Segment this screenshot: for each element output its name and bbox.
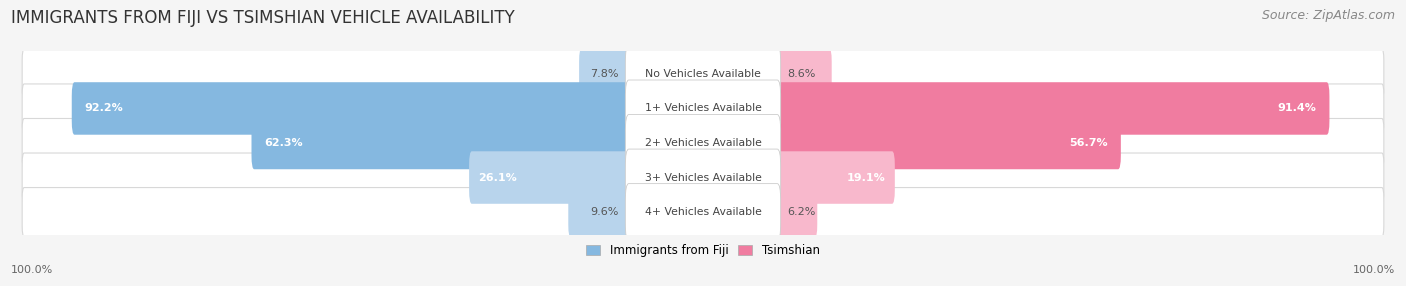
- FancyBboxPatch shape: [626, 114, 780, 172]
- Text: 1+ Vehicles Available: 1+ Vehicles Available: [644, 104, 762, 114]
- FancyBboxPatch shape: [568, 186, 631, 238]
- FancyBboxPatch shape: [775, 186, 817, 238]
- FancyBboxPatch shape: [22, 153, 1384, 202]
- FancyBboxPatch shape: [22, 188, 1384, 237]
- FancyBboxPatch shape: [252, 117, 631, 169]
- FancyBboxPatch shape: [626, 80, 780, 137]
- FancyBboxPatch shape: [470, 151, 631, 204]
- FancyBboxPatch shape: [22, 84, 1384, 133]
- FancyBboxPatch shape: [626, 45, 780, 102]
- FancyBboxPatch shape: [22, 118, 1384, 168]
- Text: 92.2%: 92.2%: [84, 104, 124, 114]
- FancyBboxPatch shape: [775, 82, 1330, 135]
- Text: Source: ZipAtlas.com: Source: ZipAtlas.com: [1261, 9, 1395, 21]
- Text: No Vehicles Available: No Vehicles Available: [645, 69, 761, 79]
- Text: 19.1%: 19.1%: [846, 172, 886, 182]
- Legend: Immigrants from Fiji, Tsimshian: Immigrants from Fiji, Tsimshian: [582, 239, 824, 262]
- Text: 56.7%: 56.7%: [1070, 138, 1108, 148]
- Text: 7.8%: 7.8%: [591, 69, 619, 79]
- FancyBboxPatch shape: [626, 149, 780, 206]
- Text: 3+ Vehicles Available: 3+ Vehicles Available: [644, 172, 762, 182]
- Text: 26.1%: 26.1%: [478, 172, 517, 182]
- Text: 62.3%: 62.3%: [264, 138, 302, 148]
- Text: 100.0%: 100.0%: [1353, 265, 1395, 275]
- Text: 100.0%: 100.0%: [11, 265, 53, 275]
- Text: 9.6%: 9.6%: [591, 207, 619, 217]
- Text: IMMIGRANTS FROM FIJI VS TSIMSHIAN VEHICLE AVAILABILITY: IMMIGRANTS FROM FIJI VS TSIMSHIAN VEHICL…: [11, 9, 515, 27]
- FancyBboxPatch shape: [579, 48, 631, 100]
- Text: 6.2%: 6.2%: [787, 207, 815, 217]
- Text: 2+ Vehicles Available: 2+ Vehicles Available: [644, 138, 762, 148]
- FancyBboxPatch shape: [22, 49, 1384, 98]
- Text: 91.4%: 91.4%: [1278, 104, 1316, 114]
- FancyBboxPatch shape: [775, 151, 894, 204]
- FancyBboxPatch shape: [775, 117, 1121, 169]
- FancyBboxPatch shape: [775, 48, 832, 100]
- Text: 8.6%: 8.6%: [787, 69, 815, 79]
- FancyBboxPatch shape: [72, 82, 631, 135]
- Text: 4+ Vehicles Available: 4+ Vehicles Available: [644, 207, 762, 217]
- FancyBboxPatch shape: [626, 184, 780, 241]
